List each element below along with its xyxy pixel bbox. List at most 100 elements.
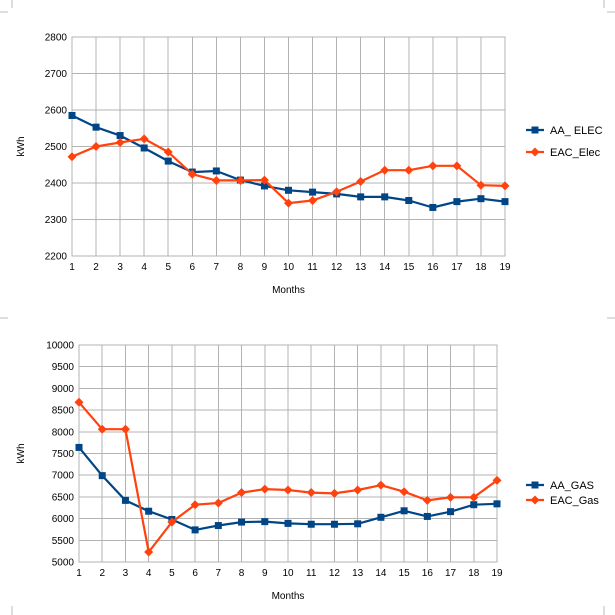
series-1-point-diamond [380, 165, 390, 175]
series-0-point-square [140, 144, 148, 152]
series-1-point-diamond [452, 161, 462, 171]
series-1-point-diamond [404, 165, 414, 175]
series-0-point-square [68, 111, 76, 119]
series-0-point-square [493, 500, 501, 508]
series-1-point-diamond [500, 181, 510, 191]
plot-frame [78, 344, 498, 563]
series-0-point-square [116, 132, 124, 140]
series-0-point-square [381, 193, 389, 201]
series-1-point-diamond [283, 485, 293, 495]
series-1-point-diamond [67, 152, 77, 162]
legend-square-marker [531, 126, 539, 134]
legend-square-marker [531, 481, 539, 489]
series-1-point-diamond [476, 180, 486, 190]
y-tick-label: 2400 [45, 179, 68, 190]
series-0-point-square [214, 522, 222, 530]
x-tick-label: 7 [216, 568, 222, 579]
series-1-point-diamond [428, 161, 438, 171]
series-1-point-diamond [399, 487, 409, 497]
series-1-point-diamond [284, 198, 293, 208]
series-1-point-diamond [190, 500, 200, 510]
x-tick-label: 5 [169, 568, 175, 579]
x-tick-label: 16 [422, 568, 434, 579]
legend-label: EAC_Gas [550, 495, 599, 507]
x-tick-label: 7 [214, 262, 220, 273]
x-tick-label: 18 [468, 568, 480, 579]
series-0-point-square [453, 198, 461, 206]
x-tick-label: 6 [189, 262, 195, 273]
series-0-point-square [191, 526, 199, 534]
y-tick-label: 6000 [52, 514, 75, 525]
y-tick-label: 2300 [45, 215, 68, 226]
series-1-point-diamond [422, 495, 432, 505]
y-tick-label: 6500 [52, 492, 75, 503]
y-tick-label: 2600 [45, 106, 68, 117]
series-0-point-square [357, 193, 365, 201]
legend-diamond-marker [530, 147, 540, 157]
series-0-point-square [284, 519, 292, 527]
series-0-point-square [309, 188, 317, 196]
x-tick-label: 11 [307, 262, 318, 273]
x-tick-label: 17 [445, 568, 457, 579]
series-0-point-square [377, 513, 385, 521]
y-tick-label: 10000 [46, 341, 74, 352]
x-tick-label: 17 [451, 262, 463, 273]
x-tick-label: 16 [427, 262, 439, 273]
series-1-point-diamond [446, 492, 456, 502]
series-1-point-diamond [356, 177, 366, 187]
x-tick-label: 1 [69, 262, 75, 273]
x-tick-label: 14 [375, 568, 387, 579]
y-tick-label: 2200 [45, 252, 68, 263]
series-0-point-square [354, 520, 362, 528]
series-0-point-square [260, 182, 268, 190]
series-0-point-square [212, 167, 220, 175]
legend-diamond-marker [530, 495, 540, 505]
y-tick-label: 8000 [52, 427, 75, 438]
series-1-point-diamond [213, 498, 223, 508]
series-0-point-square [121, 496, 129, 504]
y-axis-title: kWh [16, 444, 27, 464]
x-tick-label: 4 [141, 262, 147, 273]
x-tick-label: 15 [403, 262, 415, 273]
series-0-point-square [330, 520, 338, 528]
series-1-point-diamond [139, 134, 149, 144]
series-1-point-diamond [235, 175, 245, 185]
series-1-point-diamond [308, 196, 318, 206]
x-tick-label: 4 [146, 568, 152, 579]
series-0-point-square [145, 507, 153, 515]
x-tick-label: 11 [306, 568, 317, 579]
series-0-point-square [447, 508, 455, 516]
y-tick-label: 2700 [45, 69, 68, 80]
series-0-point-square [285, 186, 292, 194]
series-0-point-square [477, 195, 485, 203]
series-1-point-diamond [163, 147, 173, 157]
series-0-point-square [164, 157, 172, 165]
series-0-point-square [261, 518, 269, 526]
x-tick-label: 8 [238, 262, 244, 273]
series-0-point-square [75, 443, 83, 451]
series-1-point-diamond [469, 492, 479, 502]
series-1-point-diamond [211, 175, 221, 185]
x-tick-label: 8 [239, 568, 245, 579]
series-0-point-square [405, 197, 413, 205]
x-tick-label: 10 [283, 262, 295, 273]
y-tick-label: 8500 [52, 406, 75, 417]
series-0-point-square [307, 520, 315, 528]
y-tick-label: 2500 [45, 142, 68, 153]
x-axis-title: Months [272, 591, 305, 602]
x-tick-label: 3 [117, 262, 123, 273]
series-1-point-diamond [144, 547, 154, 557]
y-tick-label: 7000 [52, 471, 75, 482]
series-1-point-diamond [376, 480, 386, 490]
x-tick-label: 9 [262, 568, 268, 579]
x-tick-label: 1 [76, 568, 82, 579]
x-tick-label: 14 [379, 262, 391, 273]
x-tick-label: 12 [331, 262, 343, 273]
series-0-point-square [98, 472, 106, 480]
series-1-point-diamond [306, 488, 316, 498]
series-1-point-diamond [353, 485, 363, 495]
x-tick-label: 2 [93, 262, 99, 273]
series-1-point-diamond [74, 397, 84, 407]
